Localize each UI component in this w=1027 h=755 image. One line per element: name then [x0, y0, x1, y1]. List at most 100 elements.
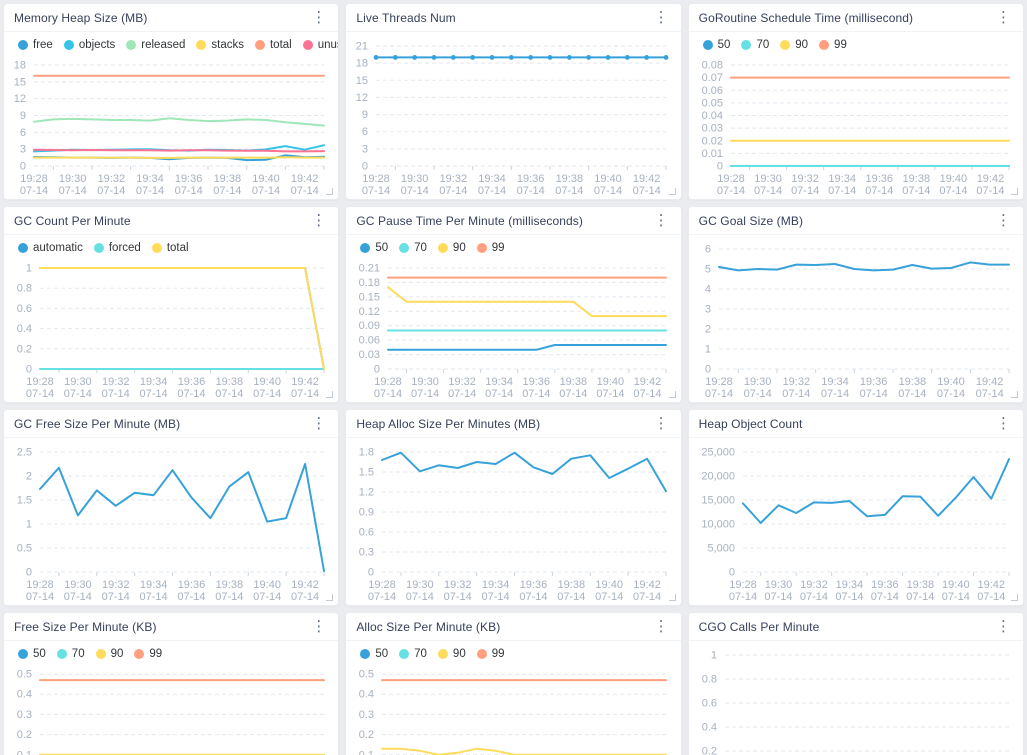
- legend-item[interactable]: forced: [93, 242, 141, 254]
- svg-text:0: 0: [705, 364, 711, 376]
- svg-text:18: 18: [14, 60, 26, 72]
- legend-item[interactable]: 50: [702, 39, 730, 51]
- legend-dot-icon: [56, 649, 67, 659]
- svg-text:10,000: 10,000: [701, 519, 735, 531]
- chart-panel: GC Goal Size (MB) ⋮ 0 1 2 3 4 5 6 19:28 07-14 19:…: [687, 206, 1024, 403]
- svg-text:19:28: 19:28: [26, 579, 54, 591]
- legend-label: automatic: [33, 242, 83, 254]
- legend-item[interactable]: total: [151, 242, 189, 254]
- series-released: [33, 117, 325, 127]
- svg-text:19:28: 19:28: [20, 173, 48, 185]
- line-chart[interactable]: 00.511.522.519:2807-1419:3007-1419:3207-…: [4, 438, 339, 606]
- kebab-menu-icon[interactable]: ⋮: [653, 8, 669, 26]
- kebab-menu-icon[interactable]: ⋮: [996, 211, 1011, 229]
- legend-item[interactable]: stacks: [196, 39, 244, 51]
- chart-panel: GC Count Per Minute ⋮ automatic forced tot…: [3, 206, 340, 403]
- legend-item[interactable]: 70: [741, 39, 769, 51]
- legend-label: 99: [491, 648, 505, 660]
- svg-text:19:40: 19:40: [595, 173, 623, 185]
- line-chart[interactable]: 00.030.060.090.120.150.180.2119:2807-141…: [346, 235, 681, 403]
- series-90: [381, 747, 668, 755]
- svg-text:07-14: 07-14: [291, 185, 319, 197]
- kebab-menu-icon[interactable]: ⋮: [311, 8, 327, 26]
- svg-text:0.3: 0.3: [17, 709, 32, 721]
- svg-text:07-14: 07-14: [213, 185, 241, 197]
- legend-item[interactable]: 90: [95, 648, 123, 660]
- resize-handle-icon[interactable]: [668, 391, 676, 398]
- resize-handle-icon[interactable]: [1011, 594, 1018, 601]
- svg-text:19:40: 19:40: [253, 376, 281, 388]
- svg-text:4: 4: [705, 284, 711, 296]
- line-chart[interactable]: 05,00010,00015,00020,00025,00019:2807-14…: [689, 438, 1024, 606]
- legend-item[interactable]: 70: [56, 648, 85, 660]
- resize-handle-icon[interactable]: [1011, 391, 1018, 398]
- svg-text:07-14: 07-14: [374, 388, 402, 400]
- line-chart[interactable]: 00.20.40.60.8119:2807-1419:3007-1419:320…: [689, 641, 1024, 755]
- kebab-menu-icon[interactable]: ⋮: [653, 617, 669, 635]
- svg-text:0: 0: [362, 161, 368, 173]
- legend-item[interactable]: free: [18, 39, 53, 51]
- legend-item[interactable]: unused: [302, 39, 338, 51]
- panel-body: 0 5,000 10,000 15,000 20,000 25,000 19:28 07-14…: [689, 438, 1024, 606]
- panel-title: Heap Object Count: [698, 416, 803, 431]
- panel-title: Memory Heap Size (MB): [14, 10, 148, 25]
- svg-text:07-14: 07-14: [939, 185, 967, 197]
- panel-body: free objects released stacks total unused 036…: [4, 32, 339, 200]
- svg-text:1.8: 1.8: [359, 447, 374, 459]
- legend-item[interactable]: objects: [63, 39, 115, 51]
- legend-item[interactable]: 99: [476, 648, 505, 660]
- line-chart[interactable]: 012345619:2807-1419:3007-1419:3207-1419:…: [689, 235, 1024, 403]
- resize-handle-icon[interactable]: [326, 594, 334, 601]
- svg-text:19:30: 19:30: [64, 376, 92, 388]
- legend-dot-icon: [302, 40, 313, 50]
- resize-handle-icon[interactable]: [326, 391, 334, 398]
- legend-item[interactable]: 90: [437, 242, 466, 254]
- line-chart[interactable]: 00.010.020.030.040.050.060.070.0819:2807…: [689, 32, 1024, 200]
- legend-item[interactable]: 50: [18, 648, 46, 660]
- line-chart[interactable]: 00.30.60.91.21.51.819:2807-1419:3007-141…: [346, 438, 681, 606]
- legend-item[interactable]: 50: [360, 242, 388, 254]
- line-chart[interactable]: 03691215182119:2807-1419:3007-1419:3207-…: [346, 32, 681, 200]
- kebab-menu-icon[interactable]: ⋮: [653, 211, 669, 229]
- chart-legend: automatic forced total: [18, 242, 189, 254]
- legend-item[interactable]: released: [126, 39, 185, 51]
- legend-dot-icon: [18, 40, 28, 50]
- legend-item[interactable]: 70: [399, 648, 427, 660]
- svg-text:1: 1: [711, 650, 717, 662]
- kebab-menu-icon[interactable]: ⋮: [996, 414, 1011, 432]
- legend-item[interactable]: 50: [360, 648, 388, 660]
- legend-item[interactable]: automatic: [18, 242, 83, 254]
- svg-text:0.02: 0.02: [701, 135, 722, 147]
- legend-item[interactable]: total: [254, 39, 292, 51]
- legend-label: forced: [108, 242, 141, 254]
- legend-item[interactable]: 70: [399, 242, 427, 254]
- legend-item[interactable]: 90: [437, 648, 466, 660]
- legend-dot-icon: [360, 649, 371, 659]
- kebab-menu-icon[interactable]: ⋮: [311, 414, 327, 432]
- resize-handle-icon[interactable]: [326, 188, 334, 195]
- legend-item[interactable]: 99: [819, 39, 847, 51]
- svg-text:0.6: 0.6: [701, 698, 716, 710]
- kebab-menu-icon[interactable]: ⋮: [311, 211, 327, 229]
- legend-item[interactable]: 99: [134, 648, 162, 660]
- svg-text:07-14: 07-14: [520, 591, 548, 603]
- kebab-menu-icon[interactable]: ⋮: [653, 414, 669, 432]
- kebab-menu-icon[interactable]: ⋮: [996, 617, 1011, 635]
- kebab-menu-icon[interactable]: ⋮: [311, 617, 327, 635]
- svg-text:07-14: 07-14: [215, 388, 243, 400]
- svg-text:19:38: 19:38: [898, 376, 926, 388]
- legend-label: 99: [149, 648, 163, 660]
- legend-dot-icon: [95, 649, 106, 659]
- resize-handle-icon[interactable]: [668, 188, 676, 195]
- svg-text:19:34: 19:34: [140, 376, 168, 388]
- resize-handle-icon[interactable]: [668, 594, 676, 601]
- svg-text:07-14: 07-14: [865, 185, 893, 197]
- legend-item[interactable]: 90: [780, 39, 808, 51]
- svg-text:19:32: 19:32: [102, 579, 130, 591]
- panel-header: Alloc Size Per Minute (KB) ⋮: [346, 613, 681, 641]
- legend-item[interactable]: 99: [476, 242, 505, 254]
- line-chart[interactable]: 00.20.40.60.8119:2807-1419:3007-1419:320…: [4, 235, 339, 403]
- line-chart[interactable]: 036912151819:2807-1419:3007-1419:3207-14…: [4, 32, 339, 200]
- resize-handle-icon[interactable]: [1011, 188, 1018, 195]
- kebab-menu-icon[interactable]: ⋮: [996, 8, 1011, 26]
